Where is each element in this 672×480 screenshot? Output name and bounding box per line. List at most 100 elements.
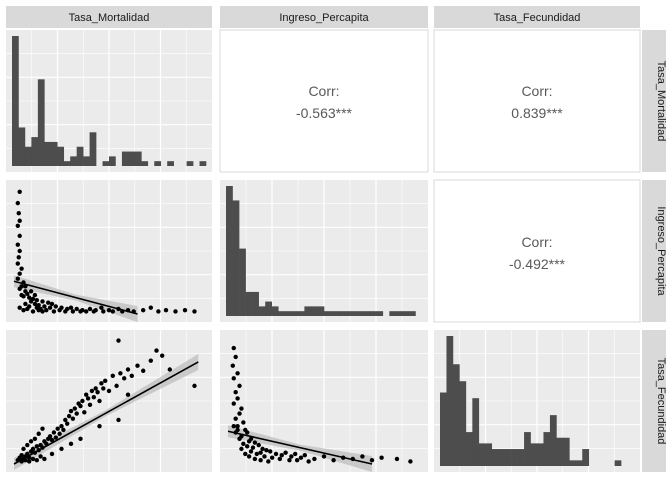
histogram-bar xyxy=(186,161,194,166)
scatter-point xyxy=(17,218,22,223)
histogram-bar xyxy=(50,141,58,166)
scatter-point xyxy=(293,451,298,457)
scatter-point xyxy=(125,392,131,397)
scatter-point xyxy=(82,410,87,415)
histogram-bar xyxy=(324,311,331,316)
scatter-point xyxy=(70,309,76,314)
scatter-point xyxy=(269,455,275,460)
scatter-point xyxy=(101,386,106,391)
corr-value-1-3: 0.839*** xyxy=(511,105,563,121)
histogram-bar xyxy=(134,151,142,166)
scatter-point xyxy=(141,368,146,373)
scatter-point xyxy=(28,439,34,444)
scatter-point xyxy=(51,309,57,314)
scatter-point xyxy=(16,211,21,216)
scatter-point xyxy=(32,292,38,298)
scatter-point xyxy=(19,452,24,458)
histogram-bar xyxy=(517,449,525,466)
scatter-point xyxy=(97,398,102,404)
histogram-bar xyxy=(239,248,246,316)
panel-3-2 xyxy=(220,330,428,472)
histogram-bar xyxy=(491,449,499,466)
scatter-point xyxy=(231,345,236,351)
panel-background xyxy=(433,29,641,173)
panel-3-3 xyxy=(434,330,640,472)
scatter-point xyxy=(68,408,74,414)
scatter-point xyxy=(78,309,83,314)
scatter-point xyxy=(91,309,97,314)
scatter-point xyxy=(262,454,267,459)
scatter-point xyxy=(70,416,76,421)
histogram-bar xyxy=(271,306,279,316)
histogram-bar xyxy=(278,311,286,316)
histogram-bar xyxy=(478,443,486,466)
histogram-bar xyxy=(252,291,259,316)
histogram-bar xyxy=(76,146,84,166)
scatter-point xyxy=(148,358,153,363)
scatter-point xyxy=(182,308,188,313)
scatter-point xyxy=(36,431,41,436)
histogram-bar xyxy=(465,432,473,466)
confidence-band xyxy=(14,353,199,470)
scatter-point xyxy=(30,309,36,314)
scatter-point xyxy=(237,411,242,416)
scatter-point xyxy=(129,373,134,378)
scatter-point xyxy=(84,392,89,397)
histogram-bar xyxy=(485,443,493,466)
scatter-point xyxy=(118,371,123,376)
scatter-point xyxy=(57,308,62,313)
scatter-point xyxy=(245,430,250,435)
scatter-point xyxy=(122,376,127,381)
scatter-point xyxy=(294,458,300,463)
histogram-bar xyxy=(167,161,174,166)
scatter-point xyxy=(66,413,72,419)
scatter-point xyxy=(65,421,70,426)
scatter-point xyxy=(160,353,165,358)
scatter-point xyxy=(27,459,32,464)
histogram-bar xyxy=(350,311,357,316)
histogram-bar xyxy=(575,460,583,466)
histogram-bar xyxy=(317,306,325,316)
scatter-point xyxy=(53,435,58,440)
scatter-point xyxy=(80,398,85,404)
scatter-point xyxy=(246,439,252,444)
histogram-bar xyxy=(44,141,52,166)
scatter-point xyxy=(268,449,273,454)
scatter-point xyxy=(273,451,279,457)
scatter-point xyxy=(173,309,178,314)
scatter-point xyxy=(231,401,236,406)
scatter-point xyxy=(241,420,246,425)
strip-label-top-3: Tasa_Fecundidad xyxy=(494,12,581,24)
scatter-point xyxy=(19,266,24,271)
scatter-point xyxy=(44,308,49,313)
scatter-point xyxy=(17,233,22,239)
scatter-point xyxy=(25,451,30,457)
corr-label-1-2: Corr: xyxy=(308,83,339,99)
histogram-bar xyxy=(582,449,590,466)
strip-top-3 xyxy=(434,6,640,28)
scatter-point xyxy=(17,305,22,310)
histogram-bar xyxy=(452,364,460,466)
histogram-bar xyxy=(258,306,266,316)
scatter-point xyxy=(84,309,89,314)
scatter-point xyxy=(34,444,39,449)
scatter-point xyxy=(230,363,235,368)
histogram-bar xyxy=(199,161,207,166)
histogram-bar xyxy=(556,437,564,466)
histogram-bar xyxy=(395,311,403,316)
scatter-point xyxy=(59,424,64,429)
panel-2-3 xyxy=(433,179,641,323)
histogram-bar xyxy=(446,336,454,466)
histogram-bar xyxy=(109,156,116,166)
scatter-point xyxy=(15,276,20,281)
scatter-point xyxy=(97,424,102,429)
histogram-bar xyxy=(24,146,32,166)
scatter-point xyxy=(239,406,244,411)
scatter-point xyxy=(99,305,104,310)
histogram-bar xyxy=(57,146,65,166)
fit-line xyxy=(13,361,199,465)
scatter-point xyxy=(68,441,74,447)
scatter-point xyxy=(254,451,259,457)
scatter-point xyxy=(17,271,22,276)
histogram-bar xyxy=(343,311,351,316)
